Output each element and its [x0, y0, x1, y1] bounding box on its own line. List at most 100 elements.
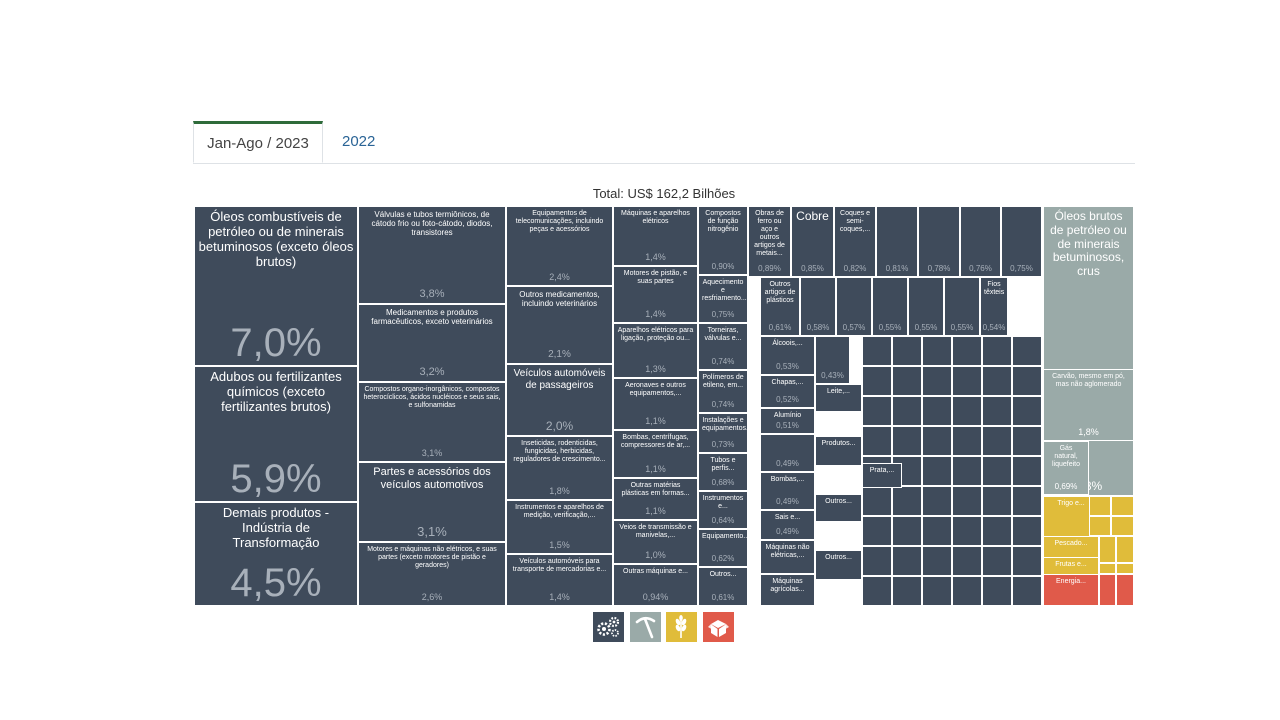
treemap-cell[interactable] — [892, 576, 922, 606]
treemap-cell[interactable] — [862, 486, 892, 516]
treemap-cell[interactable] — [922, 396, 952, 426]
tab-2022[interactable]: 2022 — [342, 133, 376, 150]
treemap-cell[interactable]: Leite,... — [815, 384, 862, 412]
treemap-cell[interactable]: Carvão, mesmo em pó, mas não aglomerado 1… — [1043, 369, 1134, 441]
treemap-cell[interactable] — [952, 336, 982, 366]
treemap-cell[interactable]: 0,55% — [944, 277, 980, 336]
treemap-cell[interactable] — [1012, 366, 1042, 396]
treemap-cell[interactable] — [982, 456, 1012, 486]
treemap-cell[interactable]: Sais e... 0,49% — [760, 510, 815, 540]
treemap-cell[interactable]: Produtos... — [815, 436, 862, 466]
treemap-cell[interactable] — [892, 486, 922, 516]
treemap-cell[interactable] — [1012, 576, 1042, 606]
treemap-cell[interactable]: Bombas, centrífugas, compressores de ar,… — [613, 430, 698, 478]
treemap-cell[interactable]: Instalações e equipamentos... 0,73% — [698, 413, 748, 453]
tab-jan-ago-2023[interactable]: Jan-Ago / 2023 — [193, 121, 323, 163]
treemap-cell[interactable] — [982, 486, 1012, 516]
treemap-cell[interactable] — [1116, 536, 1134, 563]
treemap-cell[interactable] — [1089, 516, 1111, 536]
treemap-cell[interactable] — [862, 546, 892, 576]
treemap-cell[interactable] — [1012, 396, 1042, 426]
treemap-cell[interactable] — [862, 516, 892, 546]
treemap-cell[interactable] — [892, 516, 922, 546]
treemap-cell[interactable] — [952, 486, 982, 516]
treemap-cell[interactable]: Partes e acessórios dos veículos automot… — [358, 462, 506, 542]
treemap-cell[interactable]: 0,49% — [760, 434, 815, 472]
treemap-cell[interactable] — [862, 366, 892, 396]
treemap-cell[interactable]: Torneiras, válvulas e... 0,74% — [698, 323, 748, 370]
treemap-cell[interactable] — [862, 336, 892, 366]
treemap-cell[interactable]: Demais produtos - Indústria de Transform… — [194, 502, 358, 606]
treemap-cell[interactable] — [952, 456, 982, 486]
treemap-cell[interactable] — [862, 426, 892, 456]
treemap-cell[interactable]: Veículos automóveis de passageiros 2,0% — [506, 364, 613, 436]
treemap-cell[interactable]: Alumínio 0,51% — [760, 408, 815, 434]
treemap-cell[interactable] — [892, 366, 922, 396]
treemap-cell[interactable] — [952, 576, 982, 606]
treemap-cell[interactable] — [982, 576, 1012, 606]
treemap-cell[interactable]: Obras de ferro ou aço e outros artigos d… — [748, 206, 791, 277]
box-icon[interactable] — [703, 612, 734, 642]
treemap-cell[interactable] — [952, 366, 982, 396]
treemap-cell[interactable]: 0,76% — [960, 206, 1001, 277]
treemap-cell[interactable]: Válvulas e tubos termiônicos, de cátodo … — [358, 206, 506, 304]
treemap-cell[interactable]: Prata,... — [862, 463, 902, 488]
treemap-cell[interactable]: 0,55% — [908, 277, 944, 336]
treemap-cell[interactable] — [862, 396, 892, 426]
treemap-cell[interactable] — [1012, 516, 1042, 546]
treemap-cell[interactable]: Álcoois,... 0,53% — [760, 336, 815, 375]
treemap-cell[interactable] — [1099, 574, 1116, 606]
treemap-cell[interactable] — [892, 426, 922, 456]
treemap-cell[interactable]: Compostos de função nitrogênio 0,90% — [698, 206, 748, 275]
treemap-cell[interactable] — [1012, 486, 1042, 516]
treemap-cell[interactable] — [952, 516, 982, 546]
treemap-cell[interactable]: 0,78% — [918, 206, 960, 277]
treemap-cell[interactable] — [1111, 516, 1134, 536]
treemap-cell[interactable] — [922, 486, 952, 516]
treemap-cell[interactable]: Óleos brutos de petróleo ou de minerais … — [1043, 206, 1134, 496]
treemap-cell[interactable]: Outras matérias plásticas em formas... 1,… — [613, 478, 698, 520]
treemap-cell[interactable]: Polímeros de etileno, em... 0,74% — [698, 370, 748, 413]
treemap-cell[interactable]: Tubos e perfis... 0,68% — [698, 453, 748, 491]
treemap-cell[interactable] — [952, 396, 982, 426]
treemap-cell[interactable]: Motores de pistão, e suas partes 1,4% — [613, 266, 698, 323]
treemap-cell[interactable]: Compostos organo-inorgânicos, compostos … — [358, 382, 506, 462]
treemap-cell[interactable]: Outros... 0,61% — [698, 567, 748, 606]
treemap-cell[interactable]: Bombas,... 0,49% — [760, 472, 815, 510]
pickaxe-icon[interactable] — [630, 612, 661, 642]
treemap-cell[interactable]: Outros medicamentos, incluindo veterinár… — [506, 286, 613, 364]
treemap-cell[interactable] — [922, 456, 952, 486]
treemap-cell[interactable]: Energia... — [1043, 574, 1099, 606]
treemap-cell[interactable]: Equipamentos de telecomunicações, inclui… — [506, 206, 613, 286]
treemap-cell[interactable] — [922, 576, 952, 606]
treemap-cell[interactable]: Aparelhos elétricos para ligação, proteç… — [613, 323, 698, 378]
treemap-cell[interactable] — [952, 546, 982, 576]
treemap-cell[interactable]: Cobre 0,85% — [791, 206, 834, 277]
treemap-cell[interactable]: 0,57% — [836, 277, 872, 336]
treemap-cell[interactable]: Aquecimento e resfriamento... 0,75% — [698, 275, 748, 323]
treemap-cell[interactable] — [982, 516, 1012, 546]
treemap-cell[interactable] — [982, 396, 1012, 426]
treemap-cell[interactable] — [982, 426, 1012, 456]
treemap-cell[interactable] — [892, 396, 922, 426]
treemap-cell[interactable]: Instrumentos e aparelhos de medição, ver… — [506, 500, 613, 554]
treemap-cell[interactable] — [922, 366, 952, 396]
treemap-cell[interactable]: Gás natural, liquefeito 0,69% — [1043, 441, 1089, 495]
treemap-cell[interactable] — [952, 426, 982, 456]
treemap-cell[interactable] — [922, 426, 952, 456]
treemap-cell[interactable] — [1116, 574, 1134, 606]
treemap-cell[interactable]: Máquinas agrícolas... — [760, 574, 815, 606]
treemap-cell[interactable] — [1012, 426, 1042, 456]
treemap-cell[interactable]: Óleos combustíveis de petróleo ou de min… — [194, 206, 358, 366]
treemap-cell[interactable] — [1012, 546, 1042, 576]
wheat-icon[interactable] — [666, 612, 697, 642]
treemap-cell[interactable]: Aeronaves e outros equipamentos,... 1,1% — [613, 378, 698, 430]
treemap-cell[interactable]: Coques e semi-coques,... 0,82% — [834, 206, 876, 277]
treemap-cell[interactable]: Motores e máquinas não elétricos, e suas… — [358, 542, 506, 606]
treemap-cell[interactable] — [892, 336, 922, 366]
gears-icon[interactable] — [593, 612, 624, 642]
treemap-cell[interactable] — [1089, 496, 1111, 516]
treemap-cell[interactable]: Outros artigos de plásticos 0,61% — [760, 277, 800, 336]
treemap-cell[interactable] — [982, 336, 1012, 366]
treemap-cell[interactable]: Veículos automóveis para transporte de m… — [506, 554, 613, 606]
